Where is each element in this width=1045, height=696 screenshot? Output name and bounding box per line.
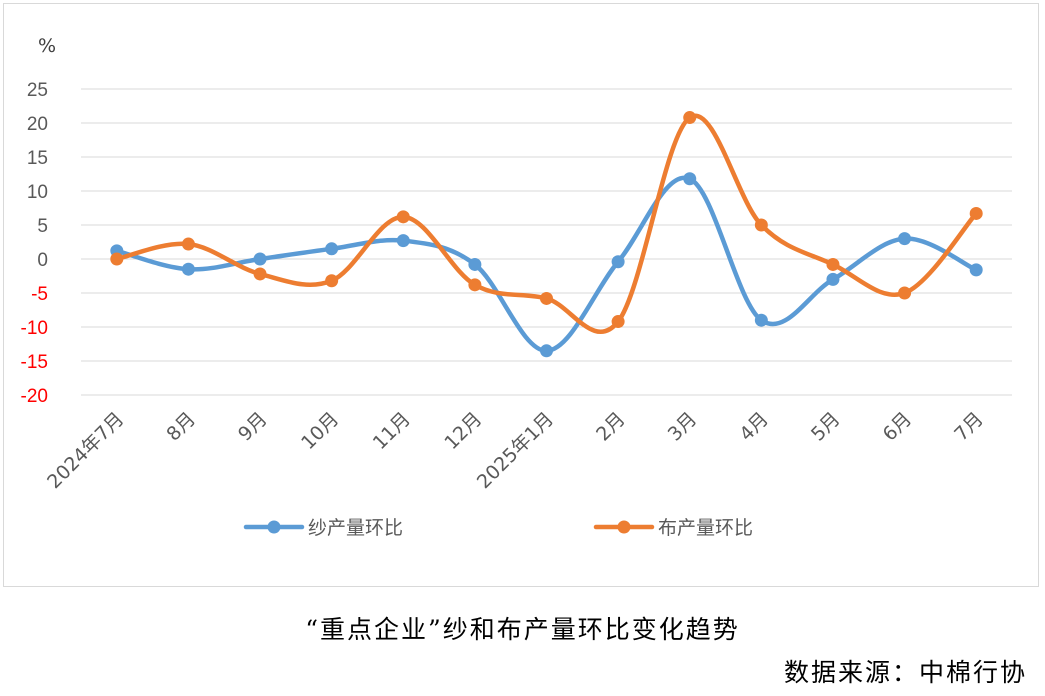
y-tick-label: 20 — [27, 114, 48, 135]
series-line — [114, 175, 979, 354]
y-tick-label: -5 — [31, 284, 48, 305]
data-point — [325, 274, 339, 288]
gridlines — [81, 88, 1012, 396]
y-axis-ticks: 25 20 15 10 5 0 -5 -10 -15 -20 — [21, 80, 48, 407]
legend-label: 纱产量环比 — [308, 517, 403, 539]
data-point — [540, 291, 553, 305]
x-tick-label: 2024年7月 — [43, 408, 128, 493]
x-tick-label: 12月 — [440, 408, 486, 454]
chart-frame: 25 20 15 10 5 0 -5 -10 -15 -20 2024年7月 8月 9月 10月 11月 1… — [3, 3, 1039, 587]
y-tick-label: 0 — [37, 250, 48, 271]
legend-marker — [267, 520, 281, 534]
data-point — [468, 278, 482, 292]
series-2 — [110, 111, 983, 334]
data-point — [826, 257, 840, 271]
data-point — [325, 242, 339, 256]
data-source: 数据来源：中棉行协 — [783, 658, 1027, 687]
y-tick-label: 10 — [27, 182, 48, 203]
x-tick-label: 11月 — [369, 408, 415, 454]
x-tick-label: 10月 — [297, 408, 343, 454]
data-point — [110, 252, 124, 266]
data-point — [253, 252, 267, 266]
series-layer — [110, 111, 983, 358]
data-point — [969, 206, 983, 220]
data-point — [969, 263, 983, 277]
data-point — [611, 315, 625, 329]
x-tick-label: 2025年1月 — [473, 408, 558, 493]
data-point — [611, 255, 625, 269]
y-tick-label: 5 — [37, 216, 48, 237]
data-point — [181, 262, 195, 276]
legend-label: 布产量环比 — [658, 517, 753, 539]
data-point — [898, 286, 912, 300]
data-point — [754, 218, 768, 232]
line-chart: 25 20 15 10 5 0 -5 -10 -15 -20 2024年7月 8月 9月 10月 11月 1… — [21, 35, 1012, 539]
y-tick-label: -10 — [21, 318, 48, 339]
data-point — [683, 172, 697, 186]
data-point — [826, 272, 840, 286]
data-point — [754, 313, 768, 327]
legend: 纱产量环比 布产量环比 — [243, 517, 753, 539]
data-point — [181, 237, 195, 251]
data-point — [396, 210, 410, 224]
y-tick-label: -20 — [21, 386, 48, 407]
data-point — [468, 257, 482, 271]
data-point — [253, 267, 267, 281]
y-tick-label: 15 — [27, 148, 48, 169]
chart-caption: “重点企业”纱和布产量环比变化趋势 — [305, 615, 740, 644]
x-tick-label: 4月 — [735, 408, 773, 446]
data-point — [683, 111, 697, 125]
x-tick-label: 7月 — [950, 408, 988, 446]
x-tick-label: 5月 — [807, 408, 845, 446]
x-tick-label: 6月 — [879, 408, 917, 446]
x-tick-label: 2月 — [592, 408, 630, 446]
y-tick-label: 25 — [27, 80, 48, 101]
y-tick-label: -15 — [21, 352, 48, 373]
y-axis-unit: % — [38, 35, 56, 57]
data-point — [898, 232, 912, 246]
x-tick-label: 9月 — [234, 408, 272, 446]
legend-marker — [617, 520, 631, 534]
data-point — [396, 234, 410, 248]
x-tick-label: 3月 — [664, 408, 702, 446]
x-tick-label: 8月 — [162, 408, 200, 446]
data-point — [540, 344, 553, 358]
